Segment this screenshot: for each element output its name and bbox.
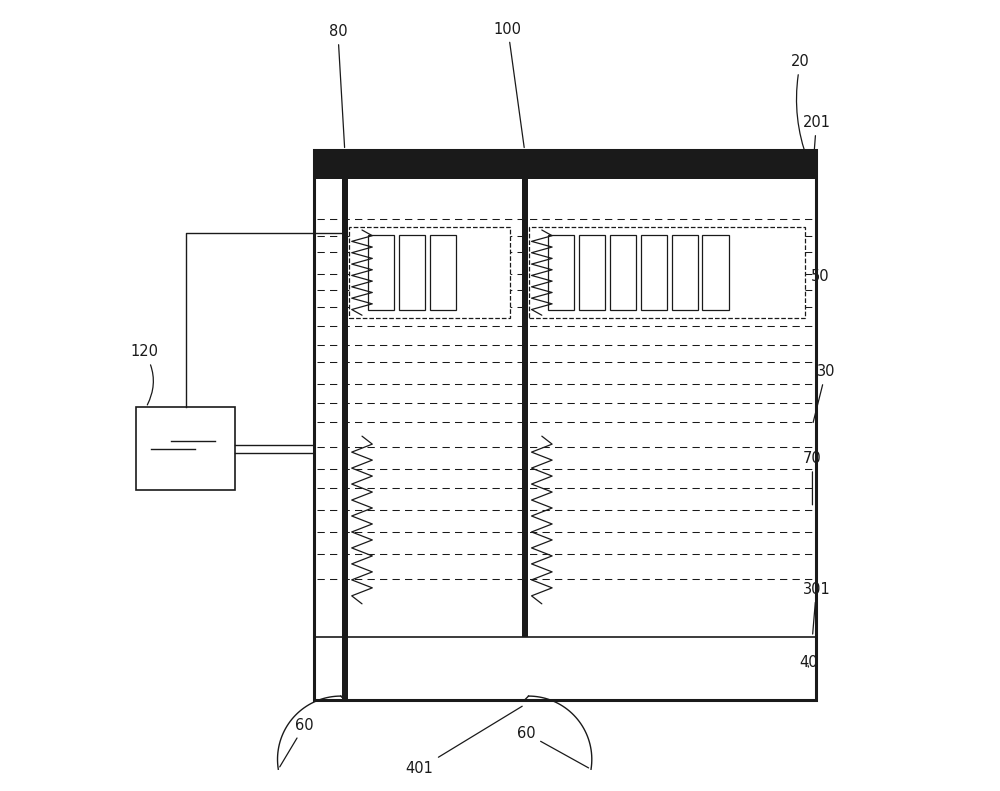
Text: 100: 100 [494, 22, 524, 148]
Bar [136, 407, 235, 490]
Bar [579, 235, 605, 310]
Text: 401: 401 [405, 706, 522, 776]
Text: 40: 40 [799, 656, 818, 670]
Bar [522, 150, 528, 637]
Text: 120: 120 [130, 345, 158, 405]
Text: 301: 301 [803, 582, 830, 634]
Text: 20: 20 [791, 55, 810, 160]
Bar [314, 150, 816, 179]
Bar [349, 227, 510, 318]
Text: 80: 80 [329, 25, 347, 147]
Bar [641, 235, 667, 310]
Bar [672, 235, 698, 310]
Bar [430, 235, 456, 310]
Bar [314, 150, 816, 700]
Bar [702, 235, 729, 310]
Bar [548, 235, 574, 310]
Bar [529, 227, 805, 318]
Text: 60: 60 [280, 718, 314, 767]
Bar [610, 235, 636, 310]
Bar [399, 235, 425, 310]
Text: 60: 60 [517, 726, 589, 768]
Bar [342, 150, 348, 700]
Bar [368, 235, 394, 310]
Text: 201: 201 [802, 115, 830, 172]
Text: 30: 30 [813, 365, 835, 422]
Text: 50: 50 [811, 270, 830, 284]
Text: 70: 70 [803, 452, 822, 505]
